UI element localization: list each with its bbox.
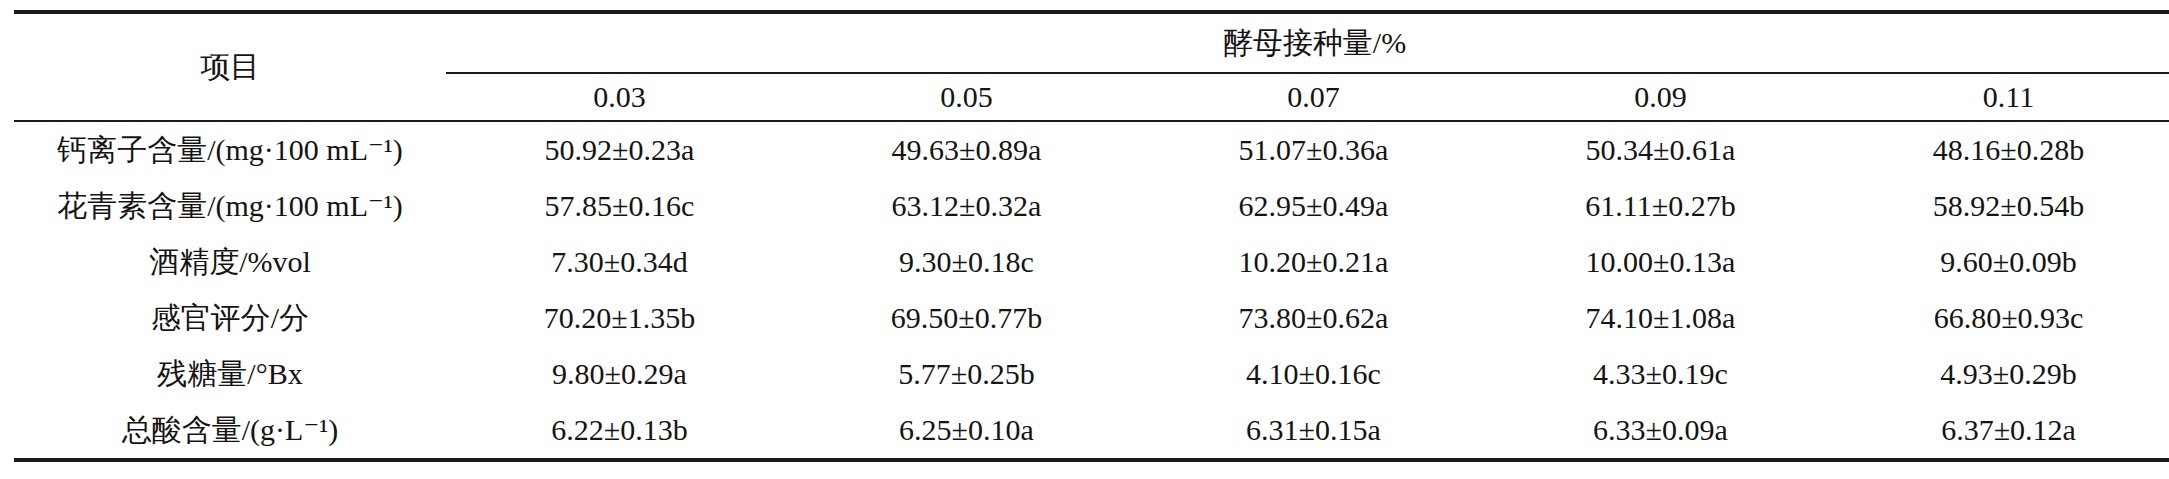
column-header-level-4: 0.09 [1487, 73, 1834, 121]
table-cell: 10.20±0.21a [1140, 234, 1487, 290]
table-cell: 57.85±0.16c [446, 178, 793, 234]
table-cell: 74.10±1.08a [1487, 290, 1834, 346]
row-label: 钙离子含量/(mg·100 mL⁻¹) [14, 121, 446, 178]
table-cell: 70.20±1.35b [446, 290, 793, 346]
table-cell: 9.80±0.29a [446, 346, 793, 402]
table-row-anthocyanin: 花青素含量/(mg·100 mL⁻¹) 57.85±0.16c 63.12±0.… [14, 178, 2169, 234]
table-cell: 4.33±0.19c [1487, 346, 1834, 402]
table-cell: 73.80±0.62a [1140, 290, 1487, 346]
table-cell: 69.50±0.77b [793, 290, 1140, 346]
table-cell: 10.00±0.13a [1487, 234, 1834, 290]
table-cell: 6.37±0.12a [1834, 402, 2169, 460]
column-header-level-3: 0.07 [1140, 73, 1487, 121]
table-cell: 4.10±0.16c [1140, 346, 1487, 402]
table-cell: 51.07±0.36a [1140, 121, 1487, 178]
table-cell: 6.33±0.09a [1487, 402, 1834, 460]
table-cell: 6.25±0.10a [793, 402, 1140, 460]
table-cell: 62.95±0.49a [1140, 178, 1487, 234]
table-cell: 9.60±0.09b [1834, 234, 2169, 290]
table-cell: 63.12±0.32a [793, 178, 1140, 234]
row-label: 花青素含量/(mg·100 mL⁻¹) [14, 178, 446, 234]
row-label: 酒精度/%vol [14, 234, 446, 290]
header-row-spanner: 项目 酵母接种量/% [14, 12, 2169, 73]
table-cell: 5.77±0.25b [793, 346, 1140, 402]
row-label: 残糖量/°Bx [14, 346, 446, 402]
table-cell: 6.22±0.13b [446, 402, 793, 460]
row-label: 感官评分/分 [14, 290, 446, 346]
table-row-total-acid: 总酸含量/(g·L⁻¹) 6.22±0.13b 6.25±0.10a 6.31±… [14, 402, 2169, 460]
table-cell: 66.80±0.93c [1834, 290, 2169, 346]
table-cell: 7.30±0.34d [446, 234, 793, 290]
table-row-alcohol: 酒精度/%vol 7.30±0.34d 9.30±0.18c 10.20±0.2… [14, 234, 2169, 290]
column-header-level-2: 0.05 [793, 73, 1140, 121]
table-cell: 49.63±0.89a [793, 121, 1140, 178]
column-header-item: 项目 [14, 12, 446, 121]
column-header-spanner: 酵母接种量/% [446, 12, 2169, 73]
table-row-calcium: 钙离子含量/(mg·100 mL⁻¹) 50.92±0.23a 49.63±0.… [14, 121, 2169, 178]
table-cell: 50.34±0.61a [1487, 121, 1834, 178]
table-cell: 4.93±0.29b [1834, 346, 2169, 402]
row-label: 总酸含量/(g·L⁻¹) [14, 402, 446, 460]
table-row-residual-sugar: 残糖量/°Bx 9.80±0.29a 5.77±0.25b 4.10±0.16c… [14, 346, 2169, 402]
table-row-sensory-score: 感官评分/分 70.20±1.35b 69.50±0.77b 73.80±0.6… [14, 290, 2169, 346]
paper-table-page: 项目 酵母接种量/% 0.03 0.05 0.07 0.09 0.11 钙离子含… [0, 0, 2169, 479]
table-cell: 50.92±0.23a [446, 121, 793, 178]
column-header-level-1: 0.03 [446, 73, 793, 121]
table-cell: 58.92±0.54b [1834, 178, 2169, 234]
table-cell: 9.30±0.18c [793, 234, 1140, 290]
table-cell: 6.31±0.15a [1140, 402, 1487, 460]
results-table: 项目 酵母接种量/% 0.03 0.05 0.07 0.09 0.11 钙离子含… [14, 10, 2169, 462]
column-header-level-5: 0.11 [1834, 73, 2169, 121]
table-cell: 61.11±0.27b [1487, 178, 1834, 234]
table-cell: 48.16±0.28b [1834, 121, 2169, 178]
